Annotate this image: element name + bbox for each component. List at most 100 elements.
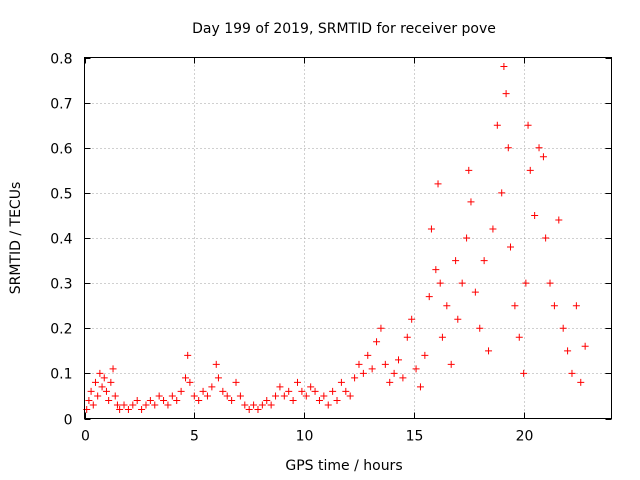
data-point-marker: [177, 387, 185, 395]
data-point-marker: [434, 180, 442, 188]
data-point-marker: [155, 392, 163, 400]
data-point-marker: [329, 387, 337, 395]
data-point-marker: [539, 153, 547, 161]
data-point-marker: [219, 387, 227, 395]
data-point-marker: [223, 392, 231, 400]
data-point-marker: [355, 360, 363, 368]
data-point-marker: [236, 392, 244, 400]
data-point-marker: [320, 392, 328, 400]
data-point-marker: [346, 392, 354, 400]
x-tick-label: 10: [296, 429, 314, 445]
data-point-marker: [133, 396, 141, 404]
data-point-marker: [195, 396, 203, 404]
y-tick-label: 0.1: [50, 367, 72, 383]
data-point-marker: [511, 302, 519, 310]
y-tick-label: 0.6: [50, 142, 72, 158]
data-point-marker: [116, 405, 124, 413]
data-point-marker: [91, 378, 99, 386]
data-point-marker: [500, 63, 508, 71]
data-point-marker: [506, 243, 514, 251]
data-point-marker: [302, 392, 310, 400]
data-point-marker: [208, 383, 216, 391]
data-point-marker: [471, 288, 479, 296]
data-point-marker: [432, 266, 440, 274]
data-point-marker: [564, 347, 572, 355]
data-point-marker: [416, 383, 424, 391]
data-point-marker: [96, 369, 104, 377]
data-point-marker: [520, 369, 528, 377]
data-point-marker: [173, 396, 181, 404]
y-tick-label: 0.5: [50, 187, 72, 203]
data-point-marker: [403, 333, 411, 341]
chart-title: Day 199 of 2019, SRMTID for receiver pov…: [192, 21, 496, 37]
y-tick-label: 0.4: [50, 232, 72, 248]
data-point-marker: [408, 315, 416, 323]
data-point-marker: [485, 347, 493, 355]
data-point-marker: [546, 279, 554, 287]
data-point-marker: [463, 234, 471, 242]
data-point-marker: [311, 387, 319, 395]
data-point-marker: [351, 374, 359, 382]
data-point-marker: [438, 333, 446, 341]
x-tick-label: 5: [190, 429, 199, 445]
data-point-marker: [542, 234, 550, 242]
data-point-marker: [498, 189, 506, 197]
data-point-marker: [524, 121, 532, 129]
data-point-marker: [276, 383, 284, 391]
data-point-marker: [315, 396, 323, 404]
y-axis-label: SRMTID / TECUs: [8, 182, 24, 295]
data-point-marker: [436, 279, 444, 287]
data-point-marker: [427, 225, 435, 233]
data-point-marker: [559, 324, 567, 332]
data-point-marker: [182, 374, 190, 382]
data-point-marker: [160, 396, 168, 404]
data-point-marker: [526, 166, 534, 174]
data-point-marker: [107, 378, 115, 386]
data-point-marker: [298, 387, 306, 395]
grid-lines: [84, 57, 612, 419]
data-point-marker: [109, 365, 117, 373]
data-point-marker: [504, 144, 512, 152]
data-point-marker: [280, 392, 288, 400]
axis-ticks: 0 5 10 15 20 0 0.1 0.2 0.3 0.4 0.5 0.6 0.7 0.8: [50, 52, 612, 445]
data-point-marker: [465, 166, 473, 174]
data-point-marker: [342, 387, 350, 395]
data-point-marker: [577, 378, 585, 386]
data-point-marker: [443, 302, 451, 310]
data-point-marker: [395, 356, 403, 364]
data-point-marker: [337, 378, 345, 386]
data-point-marker: [454, 315, 462, 323]
data-point-marker: [368, 365, 376, 373]
x-axis-label: GPS time / hours: [285, 458, 402, 474]
data-point-marker: [228, 396, 236, 404]
y-tick-label: 0.8: [50, 52, 72, 68]
data-point-marker: [129, 401, 137, 409]
data-point-marker: [258, 401, 266, 409]
y-tick-label: 0.2: [50, 322, 72, 338]
data-point-marker: [111, 392, 119, 400]
x-tick-label: 0: [81, 429, 90, 445]
data-point-marker: [373, 338, 381, 346]
y-tick-label: 0.7: [50, 97, 72, 113]
data-point-marker: [105, 396, 113, 404]
data-point-marker: [390, 369, 398, 377]
data-point-marker: [232, 378, 240, 386]
y-tick-label: 0: [64, 413, 73, 429]
data-point-marker: [102, 387, 110, 395]
data-point-marker: [333, 396, 341, 404]
data-point-marker: [489, 225, 497, 233]
y-tick-label: 0.3: [50, 277, 72, 293]
data-point-marker: [458, 279, 466, 287]
data-point-marker: [412, 365, 420, 373]
data-point-marker: [293, 378, 301, 386]
data-point-marker: [124, 405, 132, 413]
data-point-marker: [267, 401, 275, 409]
data-point-marker: [263, 396, 271, 404]
data-point-marker: [531, 211, 539, 219]
data-point-marker: [164, 401, 172, 409]
data-point-marker: [254, 405, 262, 413]
data-point-marker: [480, 257, 488, 265]
data-point-marker: [168, 392, 176, 400]
